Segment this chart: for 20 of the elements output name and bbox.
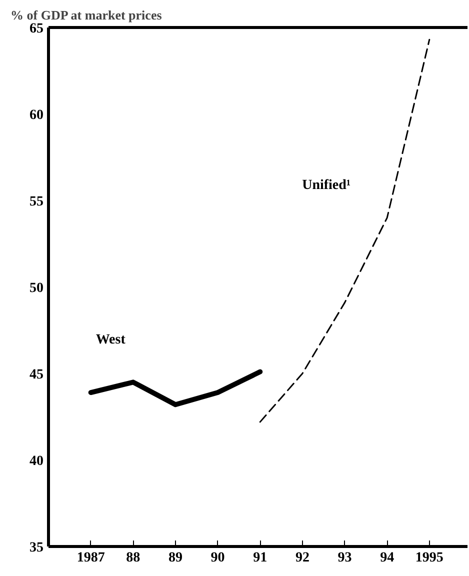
x-tick-label: 92 xyxy=(295,550,310,566)
x-tick-label: 88 xyxy=(126,550,140,566)
line-series xyxy=(259,38,430,423)
y-tick-label: 60 xyxy=(30,108,44,123)
y-tick-label: 35 xyxy=(30,540,44,556)
y-tick-label: 65 xyxy=(30,22,44,36)
y-axis-title: % of GDP at market prices xyxy=(10,8,162,22)
y-tick-label: 40 xyxy=(30,454,44,469)
y-tick-label: 45 xyxy=(30,368,44,382)
x-tick-label: 89 xyxy=(168,550,182,566)
text: Unified¹ xyxy=(302,178,351,193)
x-tick-label: 91 xyxy=(253,550,268,566)
y-tick-label: 55 xyxy=(30,194,44,210)
x-tick-label: 90 xyxy=(210,550,225,566)
x-tick-label: 1995 xyxy=(415,550,444,566)
y-tick-label: 50 xyxy=(30,281,44,296)
x-tick-label: 93 xyxy=(338,550,352,566)
x-tick-label: 1987 xyxy=(76,550,105,566)
text: West xyxy=(96,332,126,348)
x-tick-label: 94 xyxy=(380,550,394,566)
